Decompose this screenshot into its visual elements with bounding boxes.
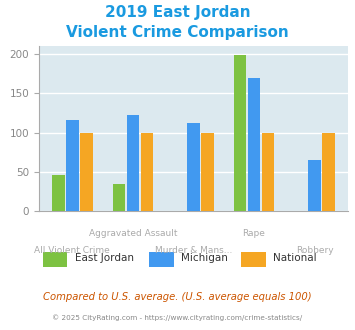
Text: All Violent Crime: All Violent Crime (34, 246, 110, 255)
Text: East Jordan: East Jordan (75, 253, 133, 263)
Bar (322, 133, 335, 211)
Bar (127, 115, 139, 211)
Text: Aggravated Assault: Aggravated Assault (89, 229, 177, 238)
Bar (52, 175, 65, 211)
Bar (234, 55, 246, 211)
Bar (141, 133, 153, 211)
Text: Compared to U.S. average. (U.S. average equals 100): Compared to U.S. average. (U.S. average … (43, 292, 312, 302)
Text: Robbery: Robbery (296, 246, 333, 255)
Text: Michigan: Michigan (181, 253, 228, 263)
Bar (262, 133, 274, 211)
Bar (308, 160, 321, 211)
Text: National: National (273, 253, 317, 263)
Bar (248, 78, 260, 211)
Bar (80, 133, 93, 211)
Bar (113, 184, 125, 211)
Text: Rape: Rape (242, 229, 266, 238)
Bar (66, 120, 78, 211)
Text: Murder & Mans...: Murder & Mans... (155, 246, 232, 255)
Bar (201, 133, 214, 211)
Text: Violent Crime Comparison: Violent Crime Comparison (66, 25, 289, 40)
Text: © 2025 CityRating.com - https://www.cityrating.com/crime-statistics/: © 2025 CityRating.com - https://www.city… (53, 314, 302, 321)
Text: 2019 East Jordan: 2019 East Jordan (105, 5, 250, 20)
Bar (187, 123, 200, 211)
